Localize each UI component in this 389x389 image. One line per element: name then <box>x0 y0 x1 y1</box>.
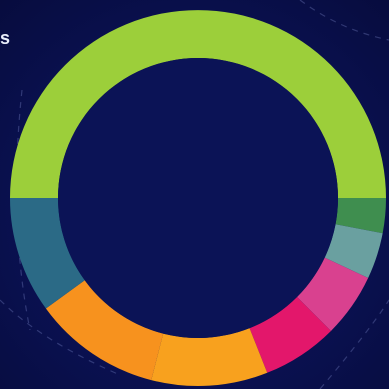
donut-slice-2 <box>335 198 387 234</box>
donut-slice-3 <box>324 224 383 279</box>
donut-slice-5 <box>249 296 331 373</box>
donut-slices <box>10 10 387 386</box>
guide-bottom-right-curve <box>319 299 389 389</box>
guide-top-right-curve <box>299 0 389 41</box>
donut-slice-6 <box>151 328 268 386</box>
cropped-heading-text: s <box>0 28 11 48</box>
donut-slice-8 <box>10 198 85 309</box>
guide-bottom-left-curve <box>0 299 121 376</box>
donut-slice-7 <box>45 280 164 381</box>
donut-slice-4 <box>296 257 369 331</box>
donut-hole <box>58 58 338 338</box>
donut-slice-1 <box>10 10 386 198</box>
